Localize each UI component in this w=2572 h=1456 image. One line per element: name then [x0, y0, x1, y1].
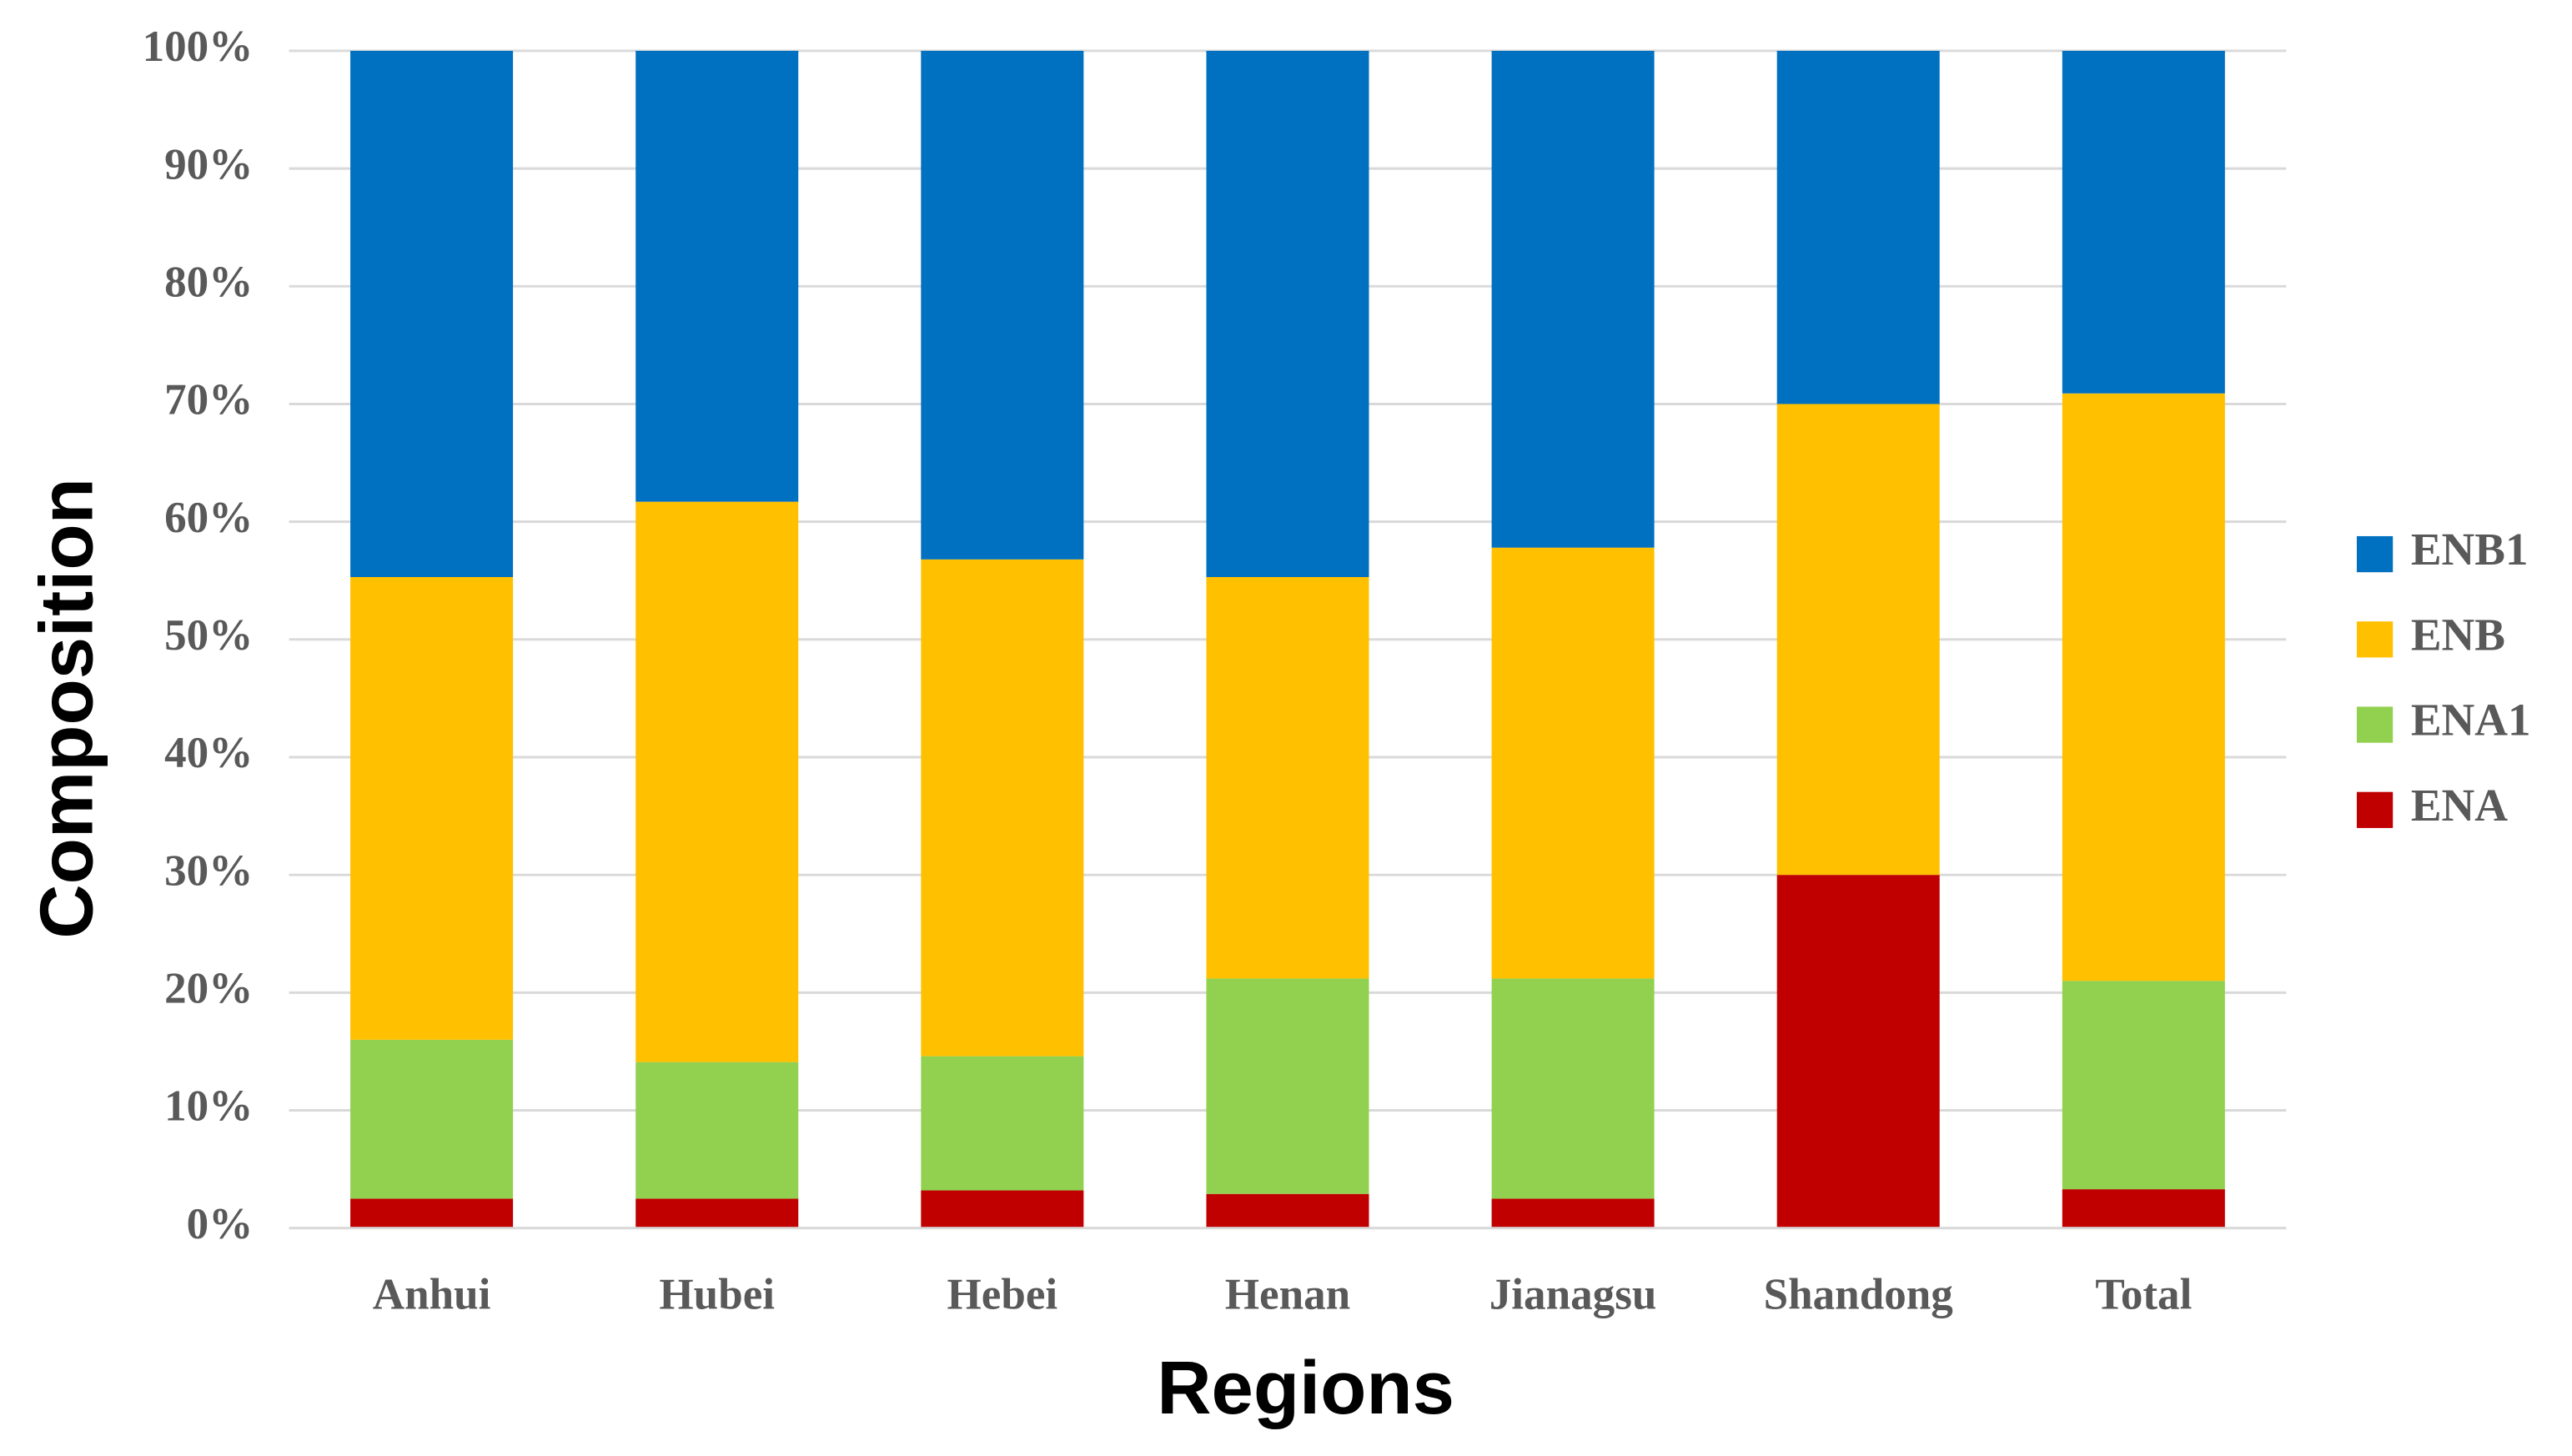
y-axis-title: Composition [25, 478, 109, 939]
bar-segment [2062, 1189, 2225, 1228]
bar-segment [635, 501, 799, 1062]
legend-label: ENA1 [2411, 695, 2531, 746]
y-tick-label: 40% [164, 729, 253, 777]
bar-segment [1491, 547, 1655, 979]
y-tick-label: 0% [187, 1200, 254, 1248]
legend-label: ENB1 [2411, 524, 2529, 575]
bar-segment [1206, 577, 1369, 979]
bar-segment [2062, 393, 2225, 982]
y-tick-label: 30% [164, 846, 253, 895]
y-tick-label: 60% [164, 494, 253, 542]
x-tick-label: Hubei [659, 1270, 775, 1318]
legend-swatch [2356, 791, 2394, 828]
legend-swatch [2356, 621, 2394, 658]
bar-segment [350, 1198, 514, 1228]
bar-segment [921, 559, 1084, 1057]
bar-segment [2062, 50, 2225, 394]
bar-segment [635, 1198, 799, 1228]
legend-swatch [2356, 535, 2394, 573]
y-tick-label: 100% [143, 23, 254, 71]
x-tick-label: Shandong [1764, 1270, 1954, 1318]
bar-segment [1776, 50, 1940, 404]
bar-segment [921, 1190, 1084, 1228]
bar-segment [1776, 875, 1940, 1228]
x-tick-label: Anhui [373, 1270, 491, 1318]
y-tick-label: 90% [164, 140, 253, 188]
y-tick-label: 50% [164, 611, 253, 660]
bar-segment [350, 577, 514, 1040]
legend-label: ENA [2411, 780, 2508, 831]
bar-segment [635, 1062, 799, 1199]
bar-segment [921, 50, 1084, 560]
x-tick-label: Henan [1225, 1270, 1350, 1318]
y-tick-label: 20% [164, 965, 253, 1013]
x-tick-label: Total [2095, 1270, 2192, 1318]
legend-swatch [2356, 706, 2394, 743]
bar-segment [1206, 978, 1369, 1194]
bar-segment [921, 1056, 1084, 1191]
y-tick-label: 80% [164, 258, 253, 306]
x-axis-title: Regions [1157, 1346, 1454, 1430]
y-tick-label: 70% [164, 376, 253, 424]
bar-segment [635, 50, 799, 502]
x-tick-label: Hebei [947, 1270, 1058, 1318]
bar-segment [1491, 1198, 1655, 1228]
bar-segment [1491, 50, 1655, 548]
y-tick-label: 10% [164, 1082, 253, 1131]
bar-segment [350, 50, 514, 578]
bar-segment [350, 1039, 514, 1199]
x-tick-label: Jianagsu [1489, 1270, 1657, 1318]
bar-segment [1776, 404, 1940, 876]
bar-segment [2062, 981, 2225, 1190]
legend-label: ENB [2411, 609, 2505, 660]
bar-segment [1206, 50, 1369, 578]
bar-segment [1206, 1193, 1369, 1228]
bar-segment [1491, 978, 1655, 1199]
